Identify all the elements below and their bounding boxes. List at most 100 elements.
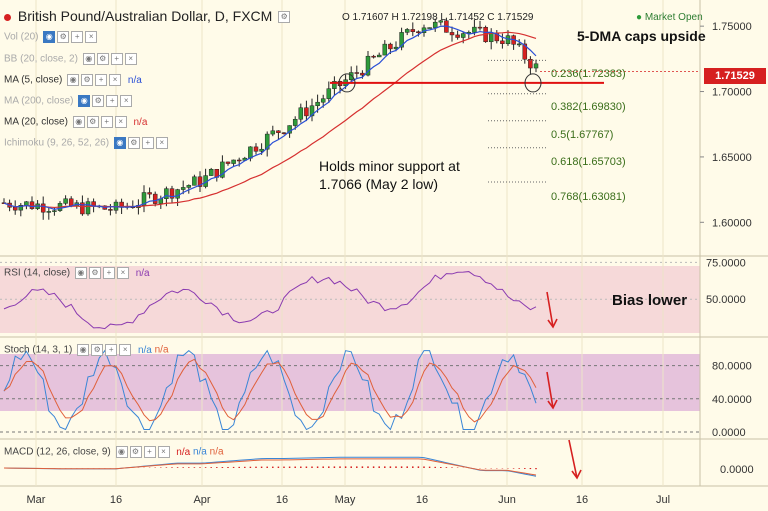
indicator-ma20[interactable]: MA (20, close) ◉ ⚙ + × n/a [4,116,148,128]
stoch-tick-label: 80.0000 [712,361,752,373]
candle-body [259,148,264,152]
add-icon[interactable]: + [95,74,108,86]
annotation-support-1: Holds minor support at [319,158,460,174]
candle-body [516,43,522,46]
close-icon[interactable]: × [124,53,137,65]
x-axis-label: Jul [656,494,670,506]
macd-legend[interactable]: MACD (12, 26, close, 9) ◉ ⚙ + × n/a n/a n/a [4,446,224,458]
x-axis-label: Mar [27,494,46,506]
rsi-legend[interactable]: RSI (14, close) ◉ ⚙ + × n/a [4,267,150,279]
candle-body [304,107,309,117]
eye-icon[interactable]: ◉ [43,31,56,43]
rsi-tick-label: 50.0000 [706,294,746,306]
candle-body [253,146,259,152]
candle-body [270,130,276,135]
indicator-ichimoku[interactable]: Ichimoku (9, 26, 52, 26) ◉ ⚙ + × [4,137,168,149]
candle-body [29,201,35,209]
candle-body [365,55,371,76]
close-icon[interactable]: × [157,446,170,458]
rsi-tick-label: 75.0000 [706,257,746,269]
gear-icon[interactable]: ⚙ [88,267,101,279]
fib-label-0768: 0.768(1.63081) [551,191,626,203]
candle-body [315,101,320,107]
candle-body [197,176,203,187]
annotation-support-2: 1.7066 (May 2 low) [319,176,439,192]
eye-icon[interactable]: ◉ [82,53,95,65]
stoch-arrow [546,371,554,409]
candle-body [169,188,175,199]
close-icon[interactable]: × [85,31,98,43]
gear-icon[interactable]: ⚙ [92,95,105,107]
close-icon[interactable]: × [120,95,133,107]
candle-body [488,32,494,43]
add-icon[interactable]: + [105,344,118,356]
close-icon[interactable]: × [109,74,122,86]
add-icon[interactable]: + [141,137,154,149]
close-icon[interactable]: × [114,116,127,128]
candle-body [332,81,337,89]
gear-icon[interactable]: ⚙ [57,31,70,43]
ma20-value: n/a [133,116,148,128]
gear-icon[interactable]: ⚙ [91,344,104,356]
eye-icon[interactable]: ◉ [113,137,126,149]
settings-icon[interactable]: ⚙ [278,11,291,24]
eye-icon[interactable]: ◉ [74,267,87,279]
symbol-dot-icon [4,13,11,21]
close-icon[interactable]: × [155,137,168,149]
macd-line-value: n/a [192,446,207,458]
candle-body [80,202,85,215]
candle-body [46,211,52,213]
gear-icon[interactable]: ⚙ [129,446,142,458]
indicator-vol[interactable]: Vol (20) ◉ ⚙ + × [4,31,98,43]
price-tick-label: 1.75000 [712,21,752,33]
indicator-bb[interactable]: BB (20, close, 2) ◉ ⚙ + × [4,53,137,65]
gear-icon[interactable]: ⚙ [86,116,99,128]
stoch-legend[interactable]: Stoch (14, 3, 1) ◉ ⚙ + × n/a n/a [4,344,169,356]
fib-label-05: 0.5(1.67767) [551,129,614,141]
candle-body [298,107,304,120]
add-icon[interactable]: + [106,95,119,107]
candle-body [348,72,354,81]
gear-icon[interactable]: ⚙ [127,137,140,149]
add-icon[interactable]: + [110,53,123,65]
ma5-line [3,25,537,210]
eye-icon[interactable]: ◉ [78,95,91,107]
macd-signal-line [3,458,537,476]
x-axis-label: 16 [110,494,122,506]
add-icon[interactable]: + [143,446,156,458]
candle-body [360,72,365,76]
price-tick-label: 1.65000 [712,152,752,164]
indicator-ma5[interactable]: MA (5, close) ◉ ⚙ + × n/a [4,74,142,86]
candle-body [292,118,298,126]
stoch-k-value: n/a [137,344,152,356]
candle-body [382,43,388,56]
x-axis-label: 16 [276,494,288,506]
close-icon[interactable]: × [116,267,129,279]
eye-icon[interactable]: ◉ [72,116,85,128]
gear-icon[interactable]: ⚙ [81,74,94,86]
rsi-arrow-head [547,318,558,329]
add-icon[interactable]: + [100,116,113,128]
add-icon[interactable]: + [71,31,84,43]
ma5-value: n/a [127,74,142,86]
candle-body [68,198,74,207]
fib-label-0618: 0.618(1.65703) [551,156,626,168]
candle-body [85,201,91,215]
eye-icon[interactable]: ◉ [115,446,128,458]
close-icon[interactable]: × [119,344,132,356]
candle-body [281,132,287,134]
candle-body [152,193,158,204]
candle-body [52,210,57,212]
eye-icon[interactable]: ◉ [67,74,80,86]
candle-body [264,133,270,150]
candle-body [522,43,528,60]
rsi-line [3,271,537,330]
eye-icon[interactable]: ◉ [77,344,90,356]
candle-body [192,176,197,186]
gear-icon[interactable]: ⚙ [96,53,109,65]
add-icon[interactable]: + [102,267,115,279]
candle-body [175,189,180,199]
indicator-ma200[interactable]: MA (200, close) ◉ ⚙ + × [4,95,133,107]
